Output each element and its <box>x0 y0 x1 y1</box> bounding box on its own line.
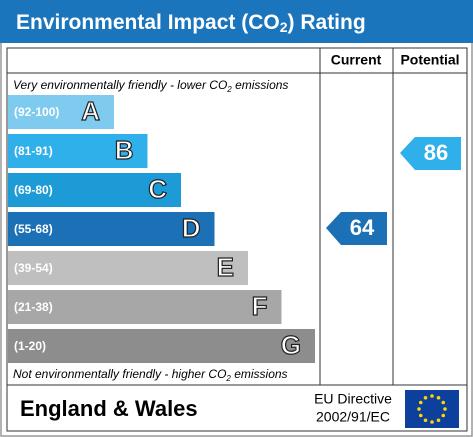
eu-star <box>441 400 446 405</box>
region: England & Wales <box>20 396 198 421</box>
title-bar <box>0 0 473 43</box>
directive-line: EU Directive <box>314 391 392 407</box>
eu-star <box>436 395 441 400</box>
band <box>8 212 215 246</box>
band <box>8 134 148 168</box>
title-part: ) Rating <box>288 11 366 34</box>
title: Environmental Impact (CO2) Rating <box>16 11 366 35</box>
current-value: 64 <box>350 215 375 240</box>
band-letter: C <box>148 174 167 204</box>
band-letter: E <box>217 252 234 282</box>
top-note: Very environmentally friendly - lower CO… <box>13 78 288 94</box>
title-part: Environmental Impact (CO <box>16 11 280 34</box>
eu-star <box>423 418 428 423</box>
current-header: Current <box>331 52 382 68</box>
bands: (92-100) A (81-91) B (69-80) C (55-68) D (39-54)… <box>8 95 315 363</box>
eu-star <box>430 394 434 398</box>
bottom-note: Not environmentally friendly - higher CO… <box>13 367 288 383</box>
current-arrow <box>326 212 387 245</box>
band-range: (1-20) <box>14 339 46 353</box>
eu-star <box>443 407 447 411</box>
band-letter: A <box>81 96 100 126</box>
potential-arrow <box>400 137 461 170</box>
eu-star <box>441 413 446 418</box>
band <box>8 173 181 207</box>
band-range: (92-100) <box>14 105 59 119</box>
band <box>8 251 248 285</box>
eu-star <box>423 395 428 400</box>
eu-star <box>430 420 434 424</box>
title-sub: 2 <box>280 19 288 35</box>
band-letter: D <box>182 213 201 243</box>
eu-star <box>418 400 423 405</box>
eu-star <box>436 418 441 423</box>
band-letter: G <box>281 330 301 360</box>
band-range: (21-38) <box>14 300 53 314</box>
band-range: (69-80) <box>14 183 53 197</box>
band <box>8 95 114 129</box>
eu-star <box>418 413 423 418</box>
eu-star <box>417 407 421 411</box>
band-range: (39-54) <box>14 261 53 275</box>
potential-header: Potential <box>400 52 459 68</box>
band-letter: B <box>115 135 134 165</box>
grid <box>6 47 468 432</box>
band <box>8 329 315 363</box>
band-range: (55-68) <box>14 222 53 236</box>
directive-line: 2002/91/EC <box>316 409 390 425</box>
band-letter: F <box>252 291 268 321</box>
potential-value: 86 <box>424 140 448 165</box>
band <box>8 290 282 324</box>
eu-stars <box>417 394 447 424</box>
band-range: (81-91) <box>14 144 53 158</box>
